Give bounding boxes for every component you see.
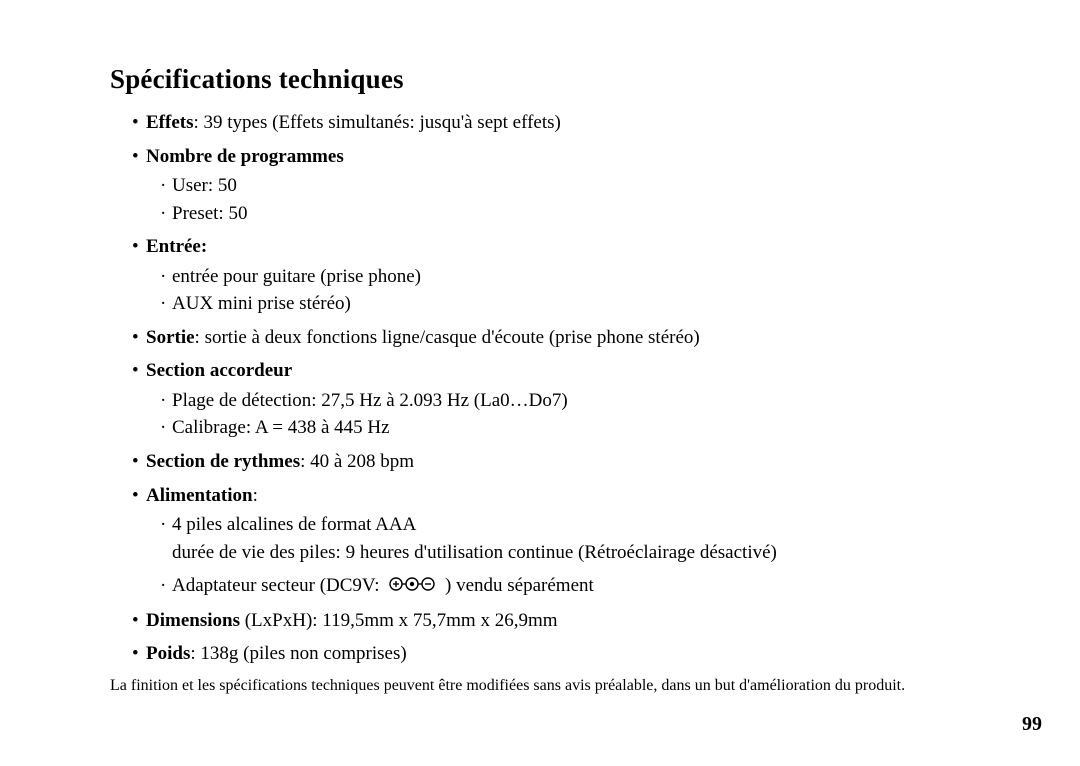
bullet-icon: •: [132, 109, 146, 137]
spec-label-dimensions: Dimensions: [146, 610, 240, 631]
bullet-icon: •: [132, 482, 146, 510]
spec-value-poids: : 138g (piles non comprises): [190, 643, 406, 664]
fineprint-text: La finition et les spécifications techni…: [110, 674, 980, 699]
dot-icon: ·: [160, 172, 172, 200]
spec-label-programmes: Nombre de programmes: [146, 146, 344, 167]
bullet-icon: •: [132, 607, 146, 635]
bullet-icon: •: [132, 324, 146, 352]
dot-icon: ·: [160, 387, 172, 415]
sub-value-adaptateur-suffix: ) vendu séparément: [445, 575, 594, 596]
spec-item-sortie: •Sortie: sortie à deux fonctions ligne/c…: [146, 324, 980, 352]
sub-item-user: ·User: 50: [172, 172, 980, 200]
spec-label-alimentation: Alimentation: [146, 485, 253, 506]
sub-item-preset: ·Preset: 50: [172, 200, 980, 228]
spec-label-entree: Entrée:: [146, 236, 207, 257]
bullet-icon: •: [132, 448, 146, 476]
spec-label-rythmes: Section de rythmes: [146, 451, 300, 472]
document-page: Spécifications techniques •Effets: 39 ty…: [0, 0, 1080, 766]
sub-item-plage: ·Plage de détection: 27,5 Hz à 2.093 Hz …: [172, 387, 980, 415]
sub-value-piles: 4 piles alcalines de format AAA: [172, 514, 416, 535]
spec-item-alimentation: •Alimentation: ·4 piles alcalines de for…: [146, 482, 980, 601]
bullet-icon: •: [132, 143, 146, 171]
sub-item-piles: ·4 piles alcalines de format AAA: [172, 511, 980, 539]
spec-item-accordeur: •Section accordeur ·Plage de détection: …: [146, 357, 980, 442]
spec-item-programmes: •Nombre de programmes ·User: 50 ·Preset:…: [146, 143, 980, 228]
sub-value-guitare: entrée pour guitare (prise phone): [172, 266, 421, 287]
spec-value-dimensions: (LxPxH): 119,5mm x 75,7mm x 26,9mm: [240, 610, 558, 631]
dot-icon: ·: [160, 572, 172, 600]
spec-value-rythmes: : 40 à 208 bpm: [300, 451, 414, 472]
spec-sublist-accordeur: ·Plage de détection: 27,5 Hz à 2.093 Hz …: [146, 387, 980, 442]
spec-colon-alimentation: :: [253, 485, 258, 506]
sub-item-adaptateur: ·Adaptateur secteur (DC9V:: [172, 572, 980, 600]
spec-value-sortie: : sortie à deux fonctions ligne/casque d…: [195, 327, 700, 348]
spec-label-accordeur: Section accordeur: [146, 360, 292, 381]
spec-value-effets: : 39 types (Effets simultanés: jusqu'à s…: [193, 112, 560, 133]
sub-value-user: User: 50: [172, 175, 237, 196]
sub-value-adaptateur-prefix: Adaptateur secteur (DC9V:: [172, 575, 380, 596]
spec-sublist-programmes: ·User: 50 ·Preset: 50: [146, 172, 980, 227]
dot-icon: ·: [160, 414, 172, 442]
sub-item-calibrage: ·Calibrage: A = 438 à 445 Hz: [172, 414, 980, 442]
spec-label-effets: Effets: [146, 112, 193, 133]
sub-value-preset: Preset: 50: [172, 203, 247, 224]
sub-item-aux: ·AUX mini prise stéréo): [172, 290, 980, 318]
sub-item-guitare: ·entrée pour guitare (prise phone): [172, 263, 980, 291]
spec-item-dimensions: •Dimensions (LxPxH): 119,5mm x 75,7mm x …: [146, 607, 980, 635]
dc-polarity-icon: [388, 573, 436, 601]
sub-value-aux: AUX mini prise stéréo): [172, 293, 351, 314]
dot-icon: ·: [160, 511, 172, 539]
spec-item-effets: •Effets: 39 types (Effets simultanés: ju…: [146, 109, 980, 137]
dot-icon: ·: [160, 263, 172, 291]
bullet-icon: •: [132, 357, 146, 385]
dot-icon: ·: [160, 200, 172, 228]
spec-label-poids: Poids: [146, 643, 190, 664]
bullet-icon: •: [132, 233, 146, 261]
spec-sublist-entree: ·entrée pour guitare (prise phone) ·AUX …: [146, 263, 980, 318]
page-title: Spécifications techniques: [110, 64, 980, 95]
spec-item-rythmes: •Section de rythmes: 40 à 208 bpm: [146, 448, 980, 476]
bullet-icon: •: [132, 640, 146, 668]
dot-icon: ·: [160, 290, 172, 318]
spec-sublist-alimentation: ·4 piles alcalines de format AAA ·durée …: [146, 511, 980, 601]
sub-value-duree: durée de vie des piles: 9 heures d'utili…: [172, 542, 777, 563]
sub-item-duree: ·durée de vie des piles: 9 heures d'util…: [172, 539, 980, 567]
spec-label-sortie: Sortie: [146, 327, 195, 348]
spec-item-poids: •Poids: 138g (piles non comprises): [146, 640, 980, 668]
sub-value-plage: Plage de détection: 27,5 Hz à 2.093 Hz (…: [172, 390, 568, 411]
spec-item-entree: •Entrée: ·entrée pour guitare (prise pho…: [146, 233, 980, 318]
spec-list: •Effets: 39 types (Effets simultanés: ju…: [110, 109, 980, 668]
page-number: 99: [1022, 713, 1042, 736]
sub-value-calibrage: Calibrage: A = 438 à 445 Hz: [172, 417, 390, 438]
